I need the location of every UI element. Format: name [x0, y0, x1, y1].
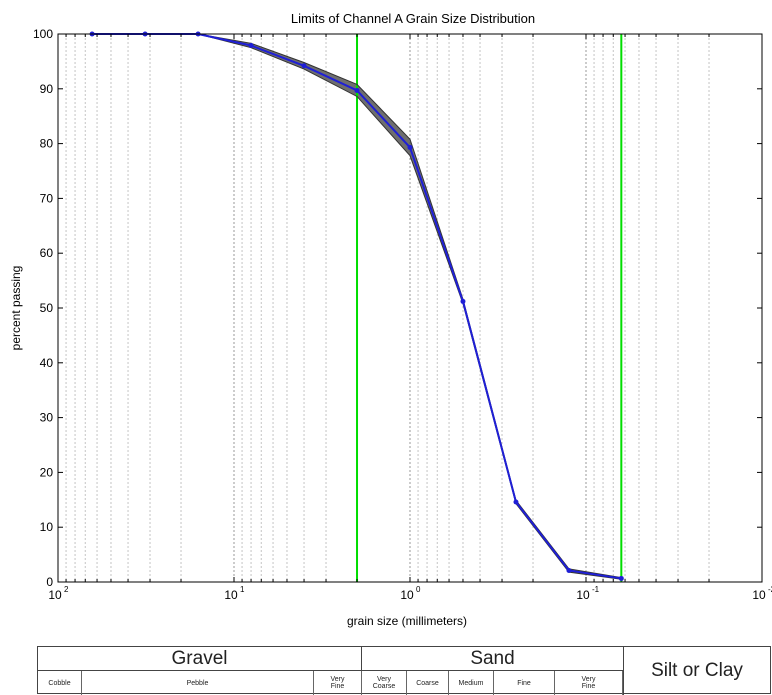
subclass-medium-sand: Medium	[449, 671, 494, 695]
data-point	[301, 63, 307, 69]
x-tick-base: 10	[224, 588, 238, 602]
x-tick-label: 10 -1	[576, 585, 599, 602]
x-tick-label: 10 2	[48, 585, 69, 602]
y-tick-label: 0	[46, 575, 53, 589]
x-tick-base: 10	[400, 588, 414, 602]
subclass-very-coarse-sand: Very Coarse	[362, 671, 407, 695]
class-boundary-lines	[356, 34, 623, 582]
x-axis-label: grain size (millimeters)	[347, 614, 467, 628]
x-tick-exponent: 1	[240, 585, 245, 594]
y-tick-label: 70	[40, 191, 54, 205]
data-point	[566, 567, 572, 573]
data-point	[354, 87, 360, 93]
x-tick-exponent: -1	[592, 585, 600, 594]
y-tick-label: 20	[40, 465, 54, 479]
y-tick-label: 10	[40, 520, 54, 534]
chart: 010203040506070809010010210110010-110-2 …	[9, 11, 772, 628]
y-tick-label: 60	[40, 246, 54, 260]
subclass-cobble: Cobble	[38, 671, 82, 695]
data-point	[513, 499, 519, 505]
x-tick-base: 10	[576, 588, 590, 602]
y-tick-label: 80	[40, 137, 54, 151]
x-tick-base: 10	[48, 588, 62, 602]
x-tick-label: 10 0	[400, 585, 421, 602]
sand-header: Sand	[362, 647, 623, 671]
subclass-very-fine-gravel: Very Fine	[314, 671, 362, 695]
silt-clay-header: Silt or Clay	[623, 647, 770, 695]
y-axis-label: percent passing	[9, 266, 23, 351]
x-tick-exponent: 0	[416, 585, 421, 594]
data-point	[618, 575, 624, 581]
x-tick-exponent: 2	[64, 585, 69, 594]
y-tick-label: 40	[40, 356, 54, 370]
x-tick-label: 10-2	[752, 585, 772, 602]
subclass-very-fine-sand: Very Fine	[555, 671, 623, 695]
y-tick-label: 30	[40, 411, 54, 425]
grain-class-table: Gravel Sand Silt or Clay Cobble Pebble V…	[37, 646, 771, 695]
data-point	[407, 144, 413, 150]
y-tick-label: 90	[40, 82, 54, 96]
y-tick-label: 50	[40, 301, 54, 315]
x-tick-base: 10	[752, 588, 766, 602]
data-point	[248, 43, 254, 49]
gravel-header: Gravel	[38, 647, 362, 671]
subclass-coarse-sand: Coarse	[407, 671, 449, 695]
x-tick-label: 10 1	[224, 585, 245, 602]
y-tick-label: 100	[33, 27, 53, 41]
chart-title: Limits of Channel A Grain Size Distribut…	[291, 11, 535, 26]
subclass-fine-sand: Fine	[494, 671, 555, 695]
data-point	[460, 298, 466, 304]
subclass-pebble: Pebble	[82, 671, 314, 695]
x-tick-exponent: -2	[768, 585, 772, 594]
